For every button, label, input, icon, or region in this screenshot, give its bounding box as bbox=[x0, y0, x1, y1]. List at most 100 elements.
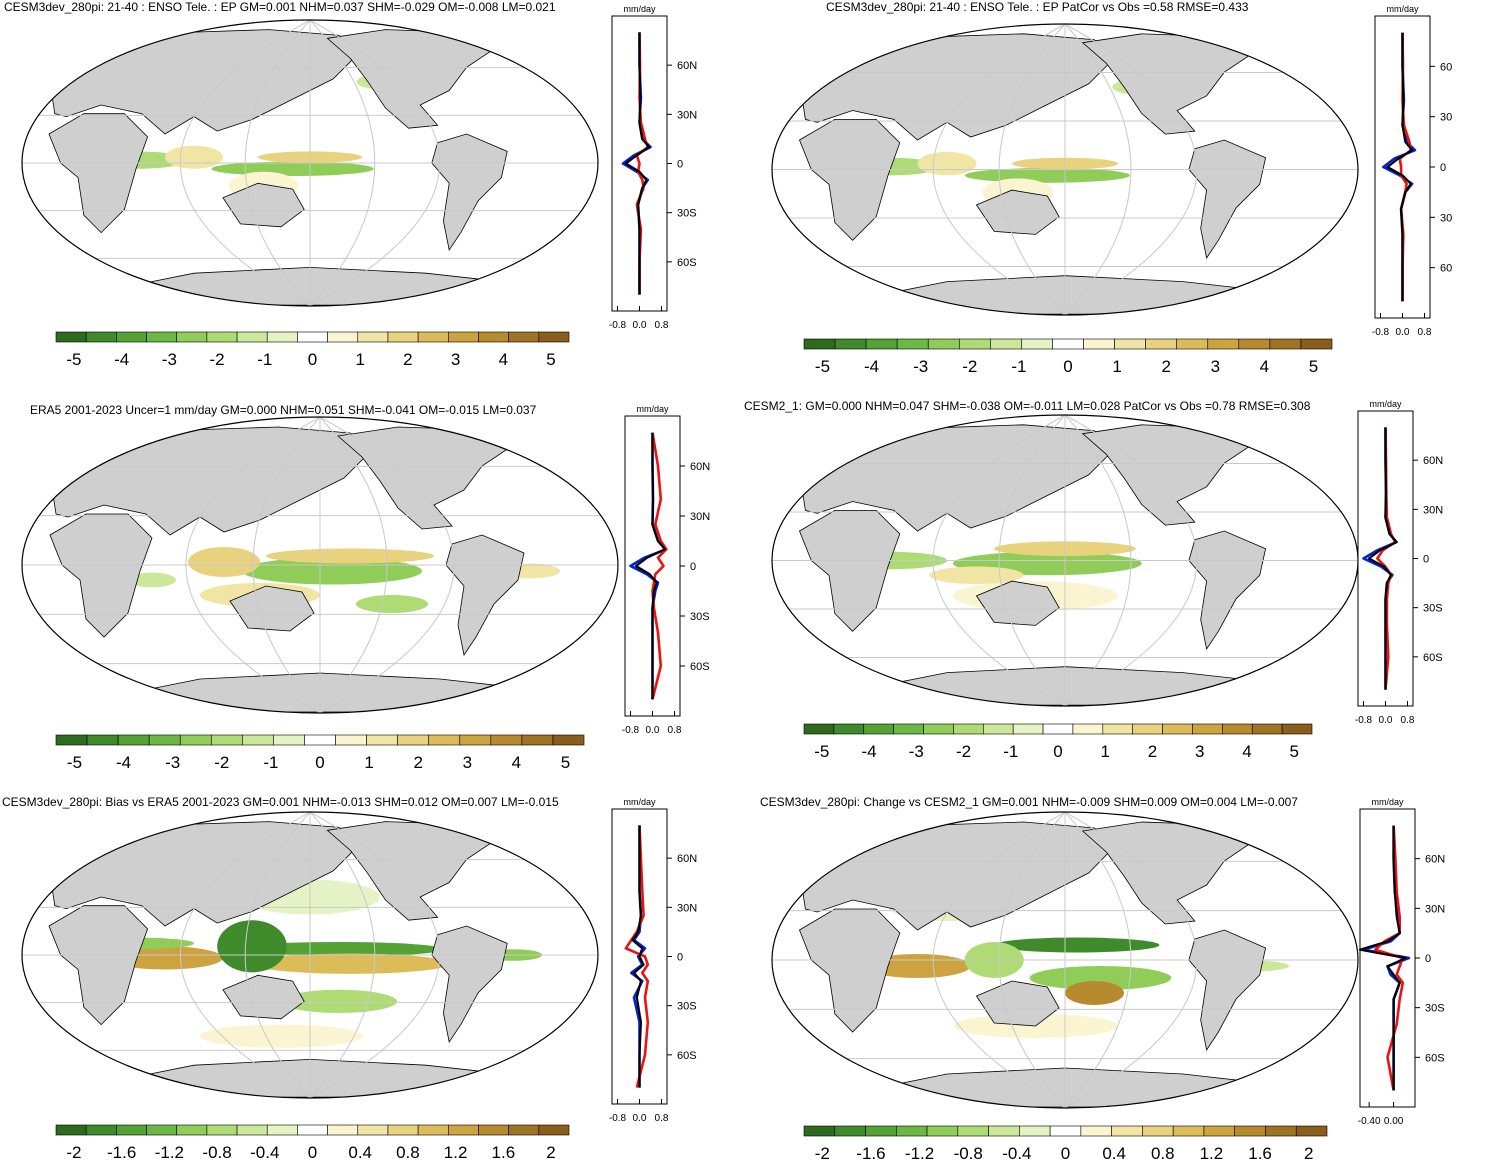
colorbar-swatch bbox=[478, 1124, 509, 1136]
colorbar-label: 4 bbox=[512, 753, 521, 772]
colorbar-label: -0.8 bbox=[954, 1144, 983, 1161]
x-tick-label: 0.8 bbox=[655, 1113, 669, 1124]
colorbar-label: 2 bbox=[1304, 1144, 1313, 1161]
lat-tick-label: 0 bbox=[677, 952, 683, 964]
zonal-series-model bbox=[651, 432, 668, 700]
zonal-mean-plot: mm/day 60N 30N 0 30S 60S -0.40 0.00 bbox=[1358, 797, 1445, 1127]
colorbar-swatch bbox=[176, 331, 208, 343]
zonal-series-ref bbox=[1386, 32, 1414, 302]
anomaly-contour bbox=[165, 145, 223, 169]
map-border bbox=[771, 811, 1359, 1109]
colorbar-swatch bbox=[116, 331, 147, 343]
colorbar-swatch bbox=[85, 331, 117, 343]
lat-tick-label: 30N bbox=[1425, 903, 1445, 915]
colorbar-swatch bbox=[236, 331, 268, 343]
colorbar-swatch bbox=[834, 338, 867, 350]
colorbar-swatch bbox=[538, 331, 570, 343]
lat-tick-label: 30S bbox=[677, 1001, 697, 1013]
colorbar-swatch bbox=[85, 1124, 117, 1136]
colorbar-swatch bbox=[304, 734, 336, 746]
colorbar-label: -3 bbox=[909, 742, 924, 761]
anomaly-contour bbox=[211, 161, 374, 177]
colorbar-swatch bbox=[1021, 338, 1053, 350]
colorbar-label: 5 bbox=[1289, 742, 1298, 761]
colorbar-swatch bbox=[210, 734, 243, 746]
colorbar-swatch bbox=[55, 331, 87, 343]
australia-land bbox=[975, 189, 1060, 235]
longitude-gridline bbox=[998, 812, 1066, 1108]
colorbar: -2 -1.6 -1.2 -0.8 -0.4 0 0.4 0.8 1.2 1.6 2 bbox=[55, 1124, 570, 1161]
zonal-series-ref bbox=[624, 32, 651, 295]
colorbar-swatch bbox=[521, 734, 554, 746]
colorbar-swatch bbox=[297, 1124, 328, 1136]
x-tick-label: 0.0 bbox=[646, 725, 660, 736]
world-map bbox=[771, 23, 1359, 316]
lat-tick-label: 0 bbox=[1440, 162, 1446, 174]
colorbar-swatch bbox=[803, 723, 835, 735]
zonal-mean-plot: mm/day 60N 30N 0 30S 60S -0.8 0.0 0.8 bbox=[622, 404, 710, 736]
colorbar-swatch bbox=[1176, 338, 1209, 350]
x-tick-label: 0.8 bbox=[1401, 715, 1415, 726]
colorbar-swatch bbox=[552, 734, 585, 746]
colorbar-swatch bbox=[86, 734, 119, 746]
colorbar-swatch bbox=[417, 1124, 449, 1136]
colorbar-label: 0 bbox=[1053, 742, 1062, 761]
australia-land bbox=[222, 182, 305, 228]
australia-land bbox=[222, 974, 305, 1020]
longitude-gridline bbox=[932, 415, 1066, 706]
anomaly-contour bbox=[234, 941, 444, 957]
colorbar-swatch bbox=[865, 338, 898, 350]
colorbar-swatch bbox=[927, 338, 960, 350]
africa-land bbox=[799, 119, 901, 241]
colorbar: -2 -1.6 -1.2 -0.8 -0.4 0 0.4 0.8 1.2 1.6 2 bbox=[803, 1125, 1328, 1161]
lat-tick-label: 60 bbox=[1440, 61, 1452, 73]
australia-land bbox=[975, 580, 1060, 626]
colorbar-swatch bbox=[1192, 723, 1223, 735]
units-label: mm/day bbox=[1386, 4, 1419, 14]
longitude-gridline bbox=[932, 24, 1066, 315]
colorbar-swatch bbox=[146, 331, 178, 343]
colorbar-label: 5 bbox=[561, 753, 570, 772]
x-tick-label: -0.8 bbox=[609, 1113, 627, 1124]
lat-tick-label: 0 bbox=[1423, 554, 1429, 566]
colorbar-label: 0 bbox=[1063, 357, 1072, 376]
colorbar-label: -2 bbox=[66, 1143, 81, 1161]
colorbar-label: -1 bbox=[1003, 742, 1018, 761]
world-map bbox=[771, 414, 1359, 707]
panel-title: CESM3dev_280pi: 21-40 : ENSO Tele. : EP … bbox=[4, 0, 556, 14]
colorbar-label: -5 bbox=[66, 350, 81, 369]
colorbar-swatch bbox=[242, 734, 274, 746]
panel-title: CESM3dev_280pi: 21-40 : ENSO Tele. : EP … bbox=[826, 0, 1249, 14]
colorbar-swatch bbox=[428, 734, 461, 746]
colorbar-swatch bbox=[490, 734, 523, 746]
units-label: mm/day bbox=[1371, 797, 1404, 807]
colorbar-label: 4 bbox=[1242, 742, 1251, 761]
lat-tick-label: 60N bbox=[677, 853, 697, 865]
greenland-land bbox=[471, 23, 532, 51]
greenland-land bbox=[487, 420, 549, 449]
colorbar: -5 -4 -3 -2 -1 0 1 2 3 4 5 bbox=[55, 734, 585, 772]
lat-tick-label: 60S bbox=[1425, 1052, 1445, 1064]
x-tick-label: 0.00 bbox=[1384, 1116, 1404, 1127]
colorbar-swatch bbox=[417, 331, 449, 343]
australia-land bbox=[229, 585, 315, 632]
panel-title: CESM3dev_280pi: Bias vs ERA5 2001-2023 G… bbox=[2, 795, 559, 809]
colorbar-swatch bbox=[923, 723, 954, 735]
colorbar-swatch bbox=[1019, 1125, 1051, 1137]
colorbar-label: 0.4 bbox=[348, 1143, 372, 1161]
colorbar-swatch bbox=[803, 338, 836, 350]
zonal-series-ref bbox=[631, 825, 645, 1088]
world-map bbox=[21, 416, 619, 714]
zonal-mean-plot: mm/day 60N 30N 0 30S 60S -0.8 0.0 0.8 bbox=[609, 797, 697, 1124]
colorbar-swatch bbox=[1142, 1125, 1174, 1137]
world-map bbox=[21, 811, 599, 1099]
colorbar-label: 1 bbox=[1101, 742, 1110, 761]
longitude-gridline bbox=[244, 812, 311, 1098]
colorbar-swatch bbox=[1162, 723, 1193, 735]
zonal-mean-plot: mm/day 60N 30N 0 30S 60S -0.8 0.0 0.8 bbox=[1355, 399, 1443, 726]
units-label: mm/day bbox=[636, 404, 669, 414]
colorbar-label: 2 bbox=[403, 350, 412, 369]
lat-tick-label: 30S bbox=[690, 611, 710, 623]
colorbar-swatch bbox=[1049, 1125, 1082, 1137]
colorbar-label: 5 bbox=[546, 350, 555, 369]
